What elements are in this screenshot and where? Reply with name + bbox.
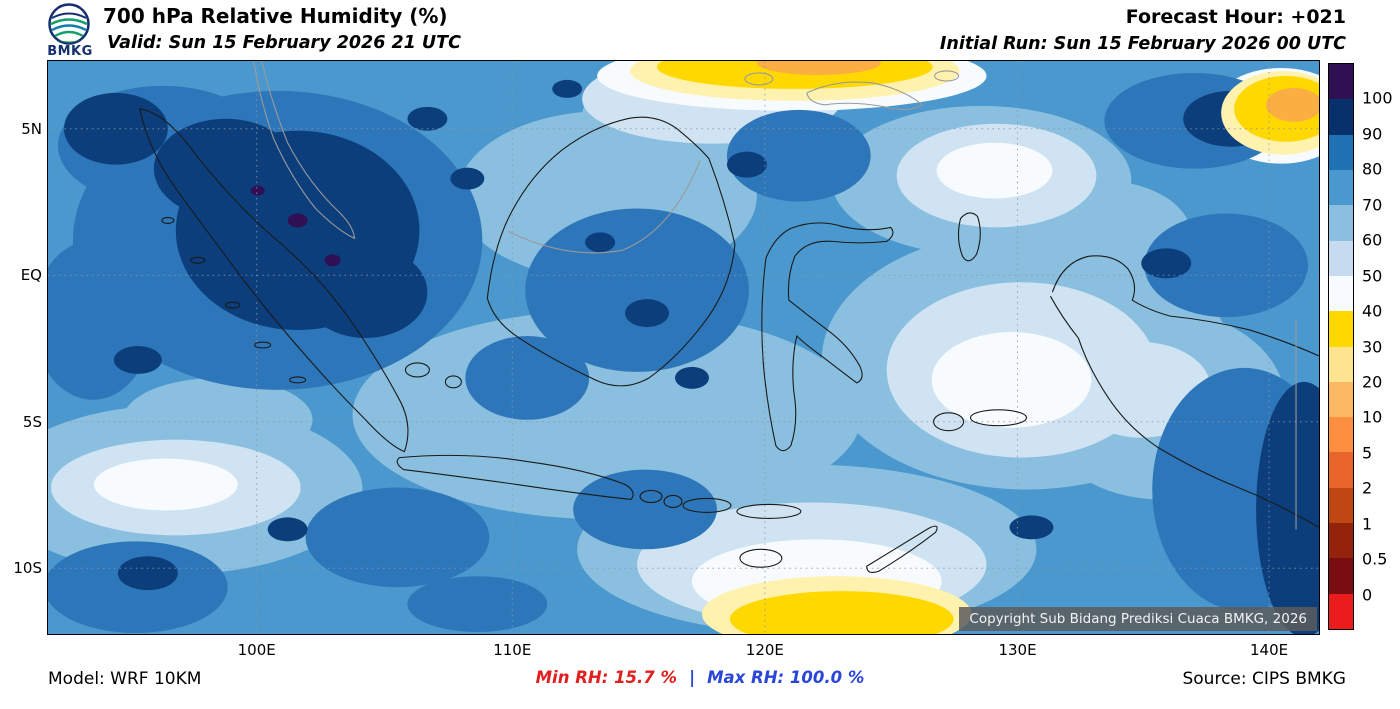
graticule — [48, 61, 1319, 634]
rh-field-max — [250, 185, 341, 267]
colorbar — [1328, 63, 1354, 630]
colorbar-block — [1329, 311, 1353, 347]
colorbar-tick-label: 5 — [1362, 443, 1373, 463]
map: Copyright Sub Bidang Prediksi Cuaca BMKG… — [13, 60, 1320, 659]
coastlines — [139, 108, 1319, 573]
lon-tick-label: 110E — [493, 641, 532, 659]
colorbar-block — [1329, 134, 1353, 170]
colorbar-tick-label: 80 — [1362, 159, 1383, 179]
valid-time-label: Valid: Sun 15 February 2026 21 UTC — [107, 33, 461, 53]
initial-run-label: Initial Run: Sun 15 February 2026 00 UTC — [939, 34, 1346, 54]
colorbar-tick-label: 70 — [1362, 195, 1383, 215]
colorbar-tick-label: 100 — [1362, 88, 1393, 108]
lon-tick-label: 140E — [1249, 641, 1289, 659]
colorbar-block — [1329, 64, 1353, 100]
lon-tick-label: 100E — [237, 641, 276, 659]
colorbar-tick-label: 0 — [1362, 585, 1373, 605]
map-canvas — [48, 61, 1319, 634]
model-label: Model: WRF 10KM — [48, 669, 202, 689]
colorbar-tick-label: 10 — [1362, 407, 1383, 427]
lat-tick-label: 5S — [22, 412, 42, 431]
lat-tick-label: 5N — [21, 119, 42, 138]
colorbar-tick-label: 60 — [1362, 230, 1383, 250]
colorbar-block — [1329, 417, 1353, 453]
colorbar-block — [1329, 205, 1353, 241]
colorbar-block — [1329, 169, 1353, 206]
lat-tick-label: EQ — [20, 266, 42, 285]
colorbar-block — [1329, 523, 1353, 559]
lon-tick-label: 130E — [998, 641, 1037, 659]
bmkg-logo-icon — [48, 3, 90, 45]
colorbar-block — [1329, 99, 1353, 135]
copyright-overlay: Copyright Sub Bidang Prediksi Cuaca BMKG… — [959, 607, 1317, 631]
colorbar-tick-label: 90 — [1362, 124, 1383, 144]
colorbar-block — [1329, 275, 1353, 312]
bmkg-logo-label: BMKG — [47, 44, 93, 59]
colorbar-tick-label: 50 — [1362, 266, 1383, 286]
colorbar-block — [1329, 240, 1353, 276]
lon-tick-label: 120E — [745, 641, 784, 659]
colorbar-block — [1329, 452, 1353, 488]
source-label: Source: CIPS BMKG — [1182, 669, 1346, 689]
colorbar-tick-label: 1 — [1362, 514, 1373, 534]
forecast-hour-label: Forecast Hour: +021 — [1125, 6, 1346, 28]
lat-tick-label: 10S — [13, 559, 42, 578]
colorbar-tick-label: 30 — [1362, 337, 1383, 356]
colorbar-tick-label: 20 — [1362, 372, 1383, 392]
max-rh-label: Max RH: 100.0 % — [707, 668, 865, 687]
borders-gray — [253, 61, 1297, 530]
colorbar-labels: 100 90 80 70 60 50 40 30 20 10 5 2 1 0.5 0 — [1362, 63, 1400, 630]
min-rh-label: Min RH: 15.7 % — [535, 668, 678, 687]
colorbar-tick-label: 40 — [1362, 301, 1383, 321]
colorbar-block — [1329, 593, 1353, 629]
colorbar-block — [1329, 487, 1353, 524]
colorbar-block — [1329, 558, 1353, 594]
colorbar-block — [1329, 381, 1353, 418]
page-title: 700 hPa Relative Humidity (%) — [103, 4, 448, 28]
colorbar-block — [1329, 346, 1353, 382]
colorbar-tick-label: 0.5 — [1362, 549, 1388, 569]
colorbar-tick-label: 2 — [1362, 478, 1373, 498]
rh-extremes: Min RH: 15.7 % | Max RH: 100.0 % — [536, 668, 865, 687]
min-max-separator: | — [689, 668, 696, 687]
